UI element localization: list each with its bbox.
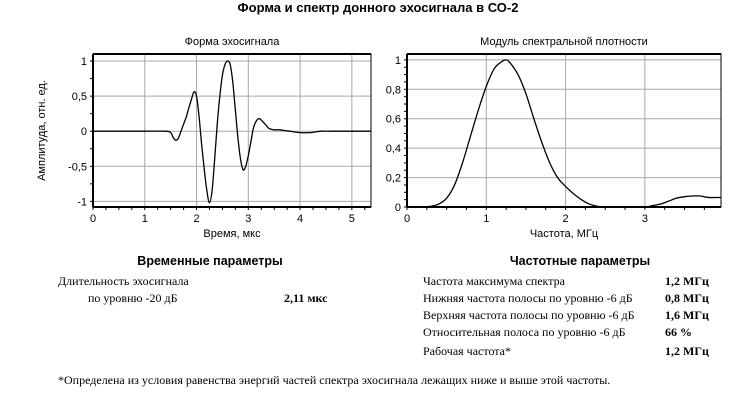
svg-text:0,2: 0,2	[386, 173, 401, 185]
footnote: *Определена из условия равенства энергий…	[58, 373, 611, 387]
svg-text:Амплитуда, отн. ед.: Амплитуда, отн. ед.	[36, 80, 48, 181]
freq-param-value: 1,2 МГц	[665, 274, 709, 288]
freq-param-label: Нижняя частота полосы по уровню -6 дБ	[423, 291, 633, 305]
freq-params-title: Частотные параметры	[509, 254, 651, 268]
waveform-chart-title: Форма эхосигнала	[184, 36, 280, 48]
freq-param-label: Частота максимума спектра	[423, 274, 565, 288]
svg-text:1: 1	[483, 213, 489, 225]
svg-text:1: 1	[81, 56, 87, 68]
page-title: Форма и спектр донного эхосигнала в СО-2	[237, 0, 519, 15]
freq-param-label: Рабочая частота*	[423, 344, 512, 358]
duration-label: Длительность эхосигнала	[58, 274, 189, 288]
spectrum-chart: 0 1 2 3 0 0,2 0,4 0,6 0,8 1	[386, 53, 722, 225]
duration-level-label: по уровню -20 дБ	[88, 291, 178, 305]
freq-param-value: 1,2 МГц	[665, 344, 709, 358]
time-params-title: Временные параметры	[137, 254, 283, 268]
svg-text:2: 2	[193, 213, 199, 225]
freq-param-value: 0,8 МГц	[665, 291, 709, 305]
svg-text:2: 2	[563, 213, 569, 225]
duration-value: 2,11 мкс	[284, 291, 328, 305]
waveform-chart: 0 1 2 3 4 5 1 0,5 0 -0,5 -1 Амплитуда, отн. ед.	[36, 53, 372, 225]
freq-param-label: Верхняя частота полосы по уровню -6 дБ	[423, 308, 635, 322]
svg-text:3: 3	[245, 213, 251, 225]
svg-text:5: 5	[349, 213, 355, 225]
svg-text:0: 0	[404, 213, 410, 225]
svg-text:0: 0	[90, 213, 96, 225]
svg-text:0,4: 0,4	[386, 143, 401, 155]
svg-text:3: 3	[642, 213, 648, 225]
svg-text:0,5: 0,5	[72, 91, 87, 103]
spectrum-chart-title: Модуль спектральной плотности	[480, 36, 648, 48]
svg-text:-1: -1	[77, 196, 87, 208]
freq-param-value: 66 %	[665, 325, 692, 339]
svg-text:4: 4	[297, 213, 303, 225]
svg-text:-0,5: -0,5	[68, 161, 87, 173]
spectrum-xlabel: Частота, МГц	[529, 228, 599, 240]
svg-text:0,8: 0,8	[386, 84, 401, 96]
waveform-xlabel: Время, мкс	[203, 228, 261, 240]
freq-param-label: Относительная полоса по уровню -6 дБ	[423, 325, 626, 339]
svg-text:0: 0	[395, 202, 401, 214]
svg-text:0,6: 0,6	[386, 114, 401, 126]
svg-text:1: 1	[142, 213, 148, 225]
svg-text:1: 1	[395, 55, 401, 67]
freq-param-value: 1,6 МГц	[665, 308, 709, 322]
svg-text:0: 0	[81, 126, 87, 138]
